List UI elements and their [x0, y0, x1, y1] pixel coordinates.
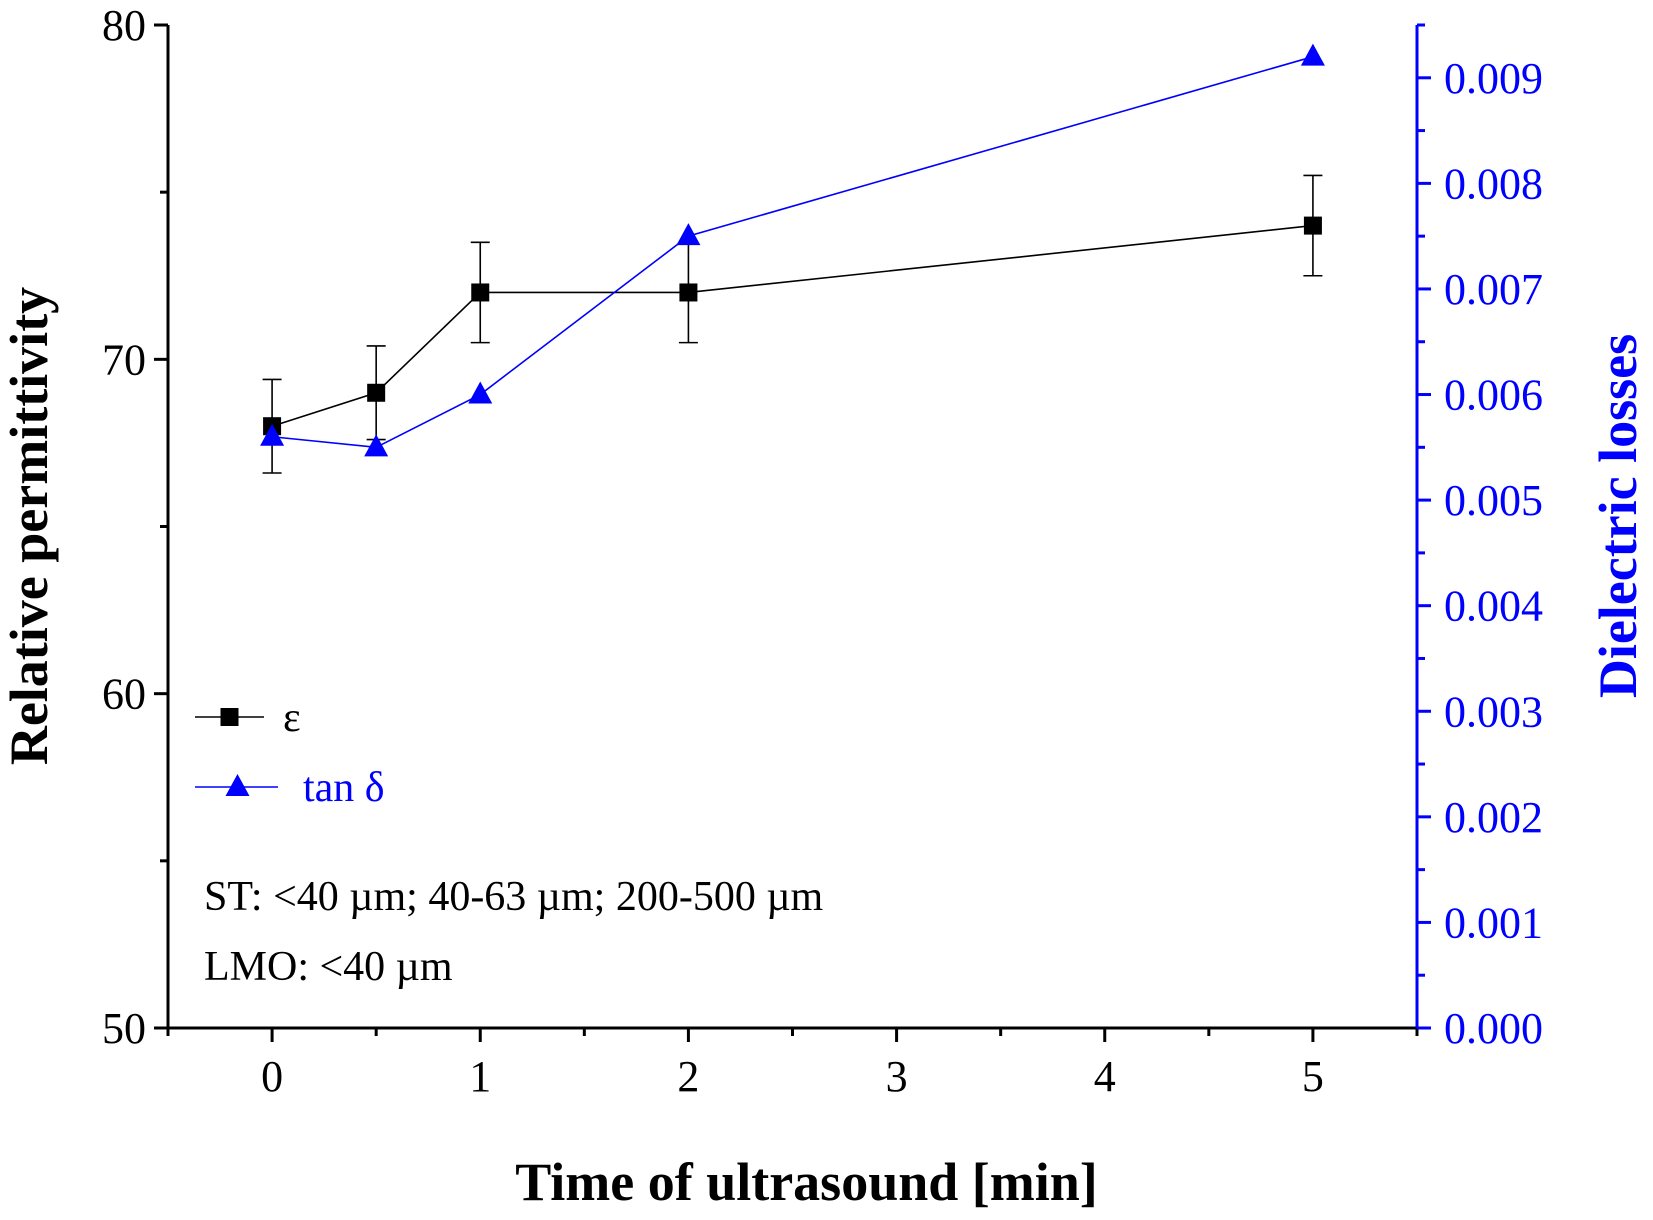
x-tick-label: 4 — [1094, 1052, 1116, 1101]
data-point-triangle — [260, 423, 285, 446]
x-axis-title: Time of ultrasound [min] — [515, 1152, 1098, 1212]
data-point-triangle — [1300, 43, 1325, 66]
y-axis-title-right: Dielectric losses — [1588, 334, 1648, 698]
y2-tick-label: 0.007 — [1444, 265, 1543, 314]
legend-marker-triangle — [225, 774, 250, 796]
y2-tick-label: 0.001 — [1444, 898, 1543, 947]
data-point-triangle — [676, 223, 701, 246]
y2-tick-label: 0.009 — [1444, 54, 1543, 103]
x-tick-label: 1 — [469, 1052, 491, 1101]
x-tick-label: 5 — [1302, 1052, 1324, 1101]
legend-marker-square — [220, 708, 239, 726]
y2-tick-label: 0.006 — [1444, 371, 1543, 420]
y-tick-label: 50 — [102, 1004, 146, 1053]
y-axis-title-left: Relative permittivity — [0, 287, 59, 765]
annotation-lmo: LMO: <40 µm — [204, 944, 453, 990]
y2-tick-label: 0.004 — [1444, 582, 1543, 631]
x-tick-label: 2 — [677, 1052, 699, 1101]
data-point-square — [367, 383, 386, 402]
data-point-square — [471, 283, 490, 302]
annotation-st: ST: <40 µm; 40-63 µm; 200-500 µm — [204, 874, 824, 920]
y2-tick-label: 0.000 — [1444, 1004, 1543, 1053]
y-tick-label: 60 — [102, 670, 146, 719]
data-point-triangle — [468, 381, 493, 404]
series-line — [271, 224, 1314, 427]
legend-label-epsilon: ε — [283, 695, 301, 741]
y2-tick-label: 0.005 — [1444, 476, 1543, 525]
y2-tick-label: 0.002 — [1444, 793, 1543, 842]
data-point-square — [679, 283, 698, 302]
series-tan-delta — [260, 43, 1325, 457]
series-epsilon — [262, 174, 1323, 474]
y-tick-label: 80 — [102, 1, 146, 50]
x-tick-label: 3 — [886, 1052, 908, 1101]
y-tick-label: 70 — [102, 335, 146, 384]
data-point-square — [1303, 216, 1322, 235]
y2-tick-label: 0.008 — [1444, 159, 1543, 208]
series-line — [272, 55, 1314, 449]
legend-label-tan-delta: tan δ — [303, 765, 385, 811]
y2-tick-label: 0.003 — [1444, 687, 1543, 736]
data-point-triangle — [364, 434, 389, 457]
x-tick-label: 0 — [261, 1052, 283, 1101]
